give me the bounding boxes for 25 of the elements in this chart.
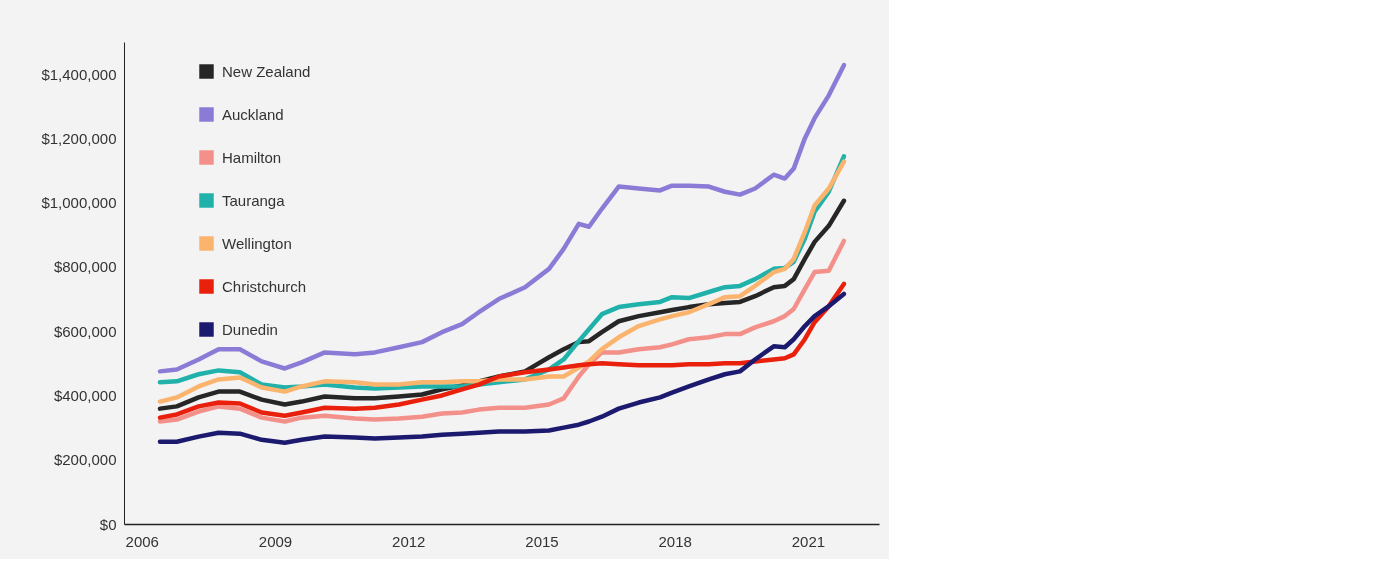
legend-label: Christchurch: [222, 277, 307, 295]
legend-label: Wellington: [222, 234, 292, 252]
x-tick-label: 2015: [525, 532, 559, 550]
y-tick-label: $1,400,000: [41, 65, 117, 83]
line-series: [157, 281, 847, 420]
x-tick-label: 2012: [392, 532, 426, 550]
legend-label: New Zealand: [222, 62, 311, 80]
y-tick-label: $0: [99, 515, 117, 533]
legend-label: Auckland: [222, 105, 284, 123]
y-tick-label: $200,000: [53, 451, 117, 469]
y-tick-label: $1,200,000: [41, 129, 117, 147]
x-tick-label: 2021: [791, 532, 826, 550]
x-tick-label: 2009: [258, 532, 293, 550]
x-tick-label: 2006: [125, 532, 159, 550]
legend-label: Tauranga: [222, 191, 286, 209]
legend-label: Dunedin: [222, 320, 278, 338]
y-tick-label: $1,000,000: [41, 194, 117, 212]
x-tick-label: 2018: [658, 532, 692, 550]
y-tick-label: $400,000: [53, 386, 117, 404]
line-series: [157, 62, 847, 374]
y-tick-label: $800,000: [53, 258, 117, 276]
line-series: [157, 238, 847, 424]
line-series: [157, 291, 847, 445]
legend-label: Hamilton: [222, 148, 282, 166]
y-tick-label: $600,000: [53, 322, 117, 340]
